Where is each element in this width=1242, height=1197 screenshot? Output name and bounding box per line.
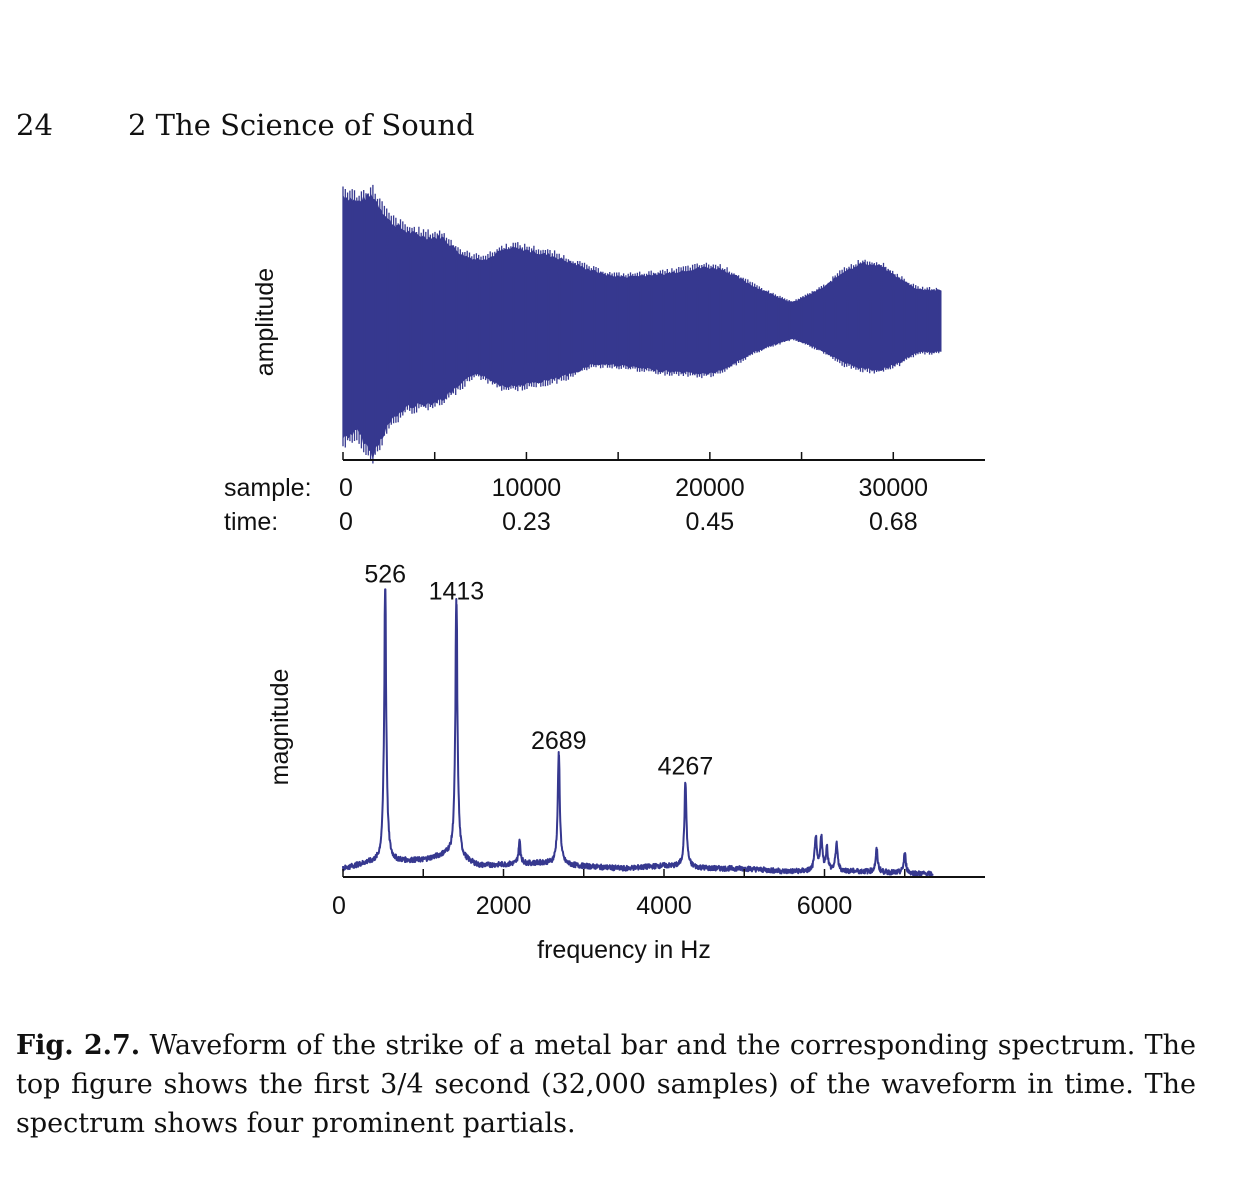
spectrum-y-axis-label: magnitude <box>266 669 294 786</box>
caption-text: Waveform of the strike of a metal bar an… <box>16 1030 1196 1139</box>
waveform-spikes <box>342 184 940 464</box>
spectrum-tick-label: 4000 <box>636 892 692 920</box>
spectrum-tick-label: 6000 <box>797 892 853 920</box>
time-tick-label: 0 <box>339 508 353 536</box>
waveform-chart: amplitude sample: time: 0 10000 20000 30000… <box>224 184 985 536</box>
peak-label: 526 <box>364 561 406 589</box>
sample-tick-label: 20000 <box>675 474 745 502</box>
time-tick-label: 0.23 <box>502 508 551 536</box>
figure: amplitude sample: time: 0 10000 20000 30000… <box>224 184 985 964</box>
spectrum-tick-label: 2000 <box>476 892 532 920</box>
spectrum-tick-label: 0 <box>332 892 346 920</box>
spectrum-x-axis-label: frequency in Hz <box>537 936 711 964</box>
sample-tick-label: 0 <box>339 474 353 502</box>
figure-label: Fig. 2.7. <box>16 1030 141 1061</box>
time-row-label: time: <box>224 508 278 536</box>
page-number: 24 <box>16 108 53 142</box>
sample-row-label: sample: <box>224 474 312 502</box>
spectrum-tick-marks <box>342 869 906 877</box>
time-tick-label: 0.45 <box>686 508 735 536</box>
chapter-title: 2 The Science of Sound <box>128 108 475 142</box>
sample-tick-label: 30000 <box>859 474 929 502</box>
figure-caption: Fig. 2.7. Waveform of the strike of a me… <box>16 1026 1196 1143</box>
waveform-tick-labels: 0 10000 20000 30000 0 0.23 0.45 0.68 <box>339 474 928 536</box>
waveform-y-axis-label: amplitude <box>251 268 279 376</box>
spectrum-peak-labels: 526 1413 2689 4267 <box>364 561 713 781</box>
time-tick-label: 0.68 <box>869 508 918 536</box>
spectrum-trace <box>342 588 934 877</box>
sample-tick-label: 10000 <box>492 474 562 502</box>
waveform-tick-marks <box>342 452 895 460</box>
peak-label: 2689 <box>531 727 587 755</box>
peak-label: 1413 <box>429 578 485 606</box>
spectrum-tick-labels: 0 2000 4000 6000 <box>332 892 852 920</box>
peak-label: 4267 <box>658 752 714 780</box>
